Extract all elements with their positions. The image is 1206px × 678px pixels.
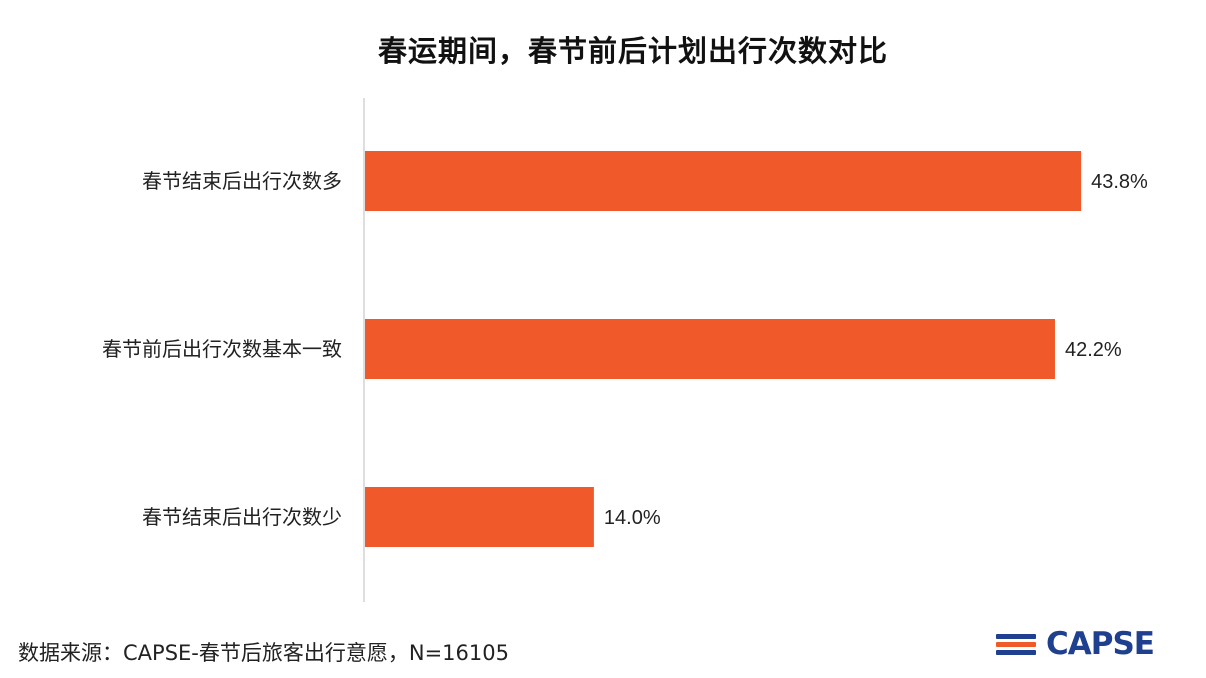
bar-chart: 春节结束后出行次数多 43.8% 春节前后出行次数基本一致 42.2% 春节结束后出行次… xyxy=(102,98,1148,602)
category-label: 春节结束后出行次数多 xyxy=(142,169,342,193)
category-label: 春节前后出行次数基本一致 xyxy=(102,337,342,361)
capse-logo-text: CAPSE xyxy=(1046,626,1155,662)
bars-layer: 春节结束后出行次数多 43.8% 春节前后出行次数基本一致 42.2% 春节结束后出行次… xyxy=(102,151,1148,547)
value-label: 14.0% xyxy=(604,507,661,529)
value-label: 43.8% xyxy=(1091,171,1148,193)
bar xyxy=(365,487,594,547)
chart-title: 春运期间，春节前后计划出行次数对比 xyxy=(377,34,888,68)
capse-logo: CAPSE xyxy=(996,624,1155,664)
source-note: 数据来源：CAPSE-春节后旅客出行意愿，N=16105 xyxy=(18,641,509,665)
category-label: 春节结束后出行次数少 xyxy=(142,505,342,529)
capse-logo-mark-icon xyxy=(996,627,1044,661)
value-label: 42.2% xyxy=(1065,339,1122,361)
bar xyxy=(365,151,1082,211)
bar xyxy=(365,319,1055,379)
